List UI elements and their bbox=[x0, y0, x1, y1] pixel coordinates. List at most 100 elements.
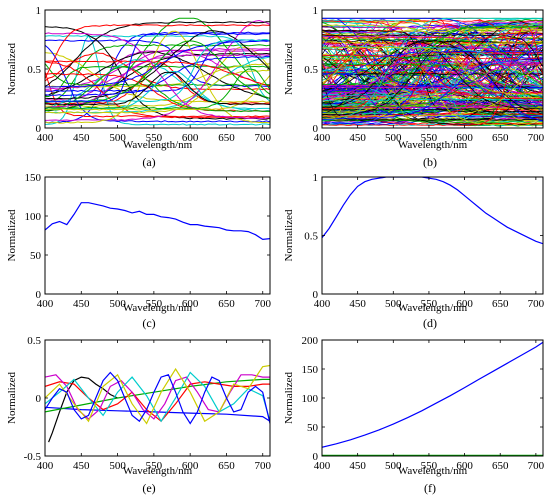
series-line bbox=[322, 44, 543, 88]
series-line bbox=[322, 60, 543, 87]
series-line bbox=[322, 17, 543, 107]
series-line bbox=[45, 46, 270, 108]
y-tick-label: 100 bbox=[25, 211, 42, 223]
series-line bbox=[322, 81, 543, 121]
series-line bbox=[322, 34, 543, 68]
x-tick-label: 500 bbox=[109, 460, 126, 472]
series-line bbox=[322, 32, 543, 126]
y-axis-label: Normalized bbox=[283, 43, 295, 95]
x-tick-label: 550 bbox=[146, 132, 163, 144]
series-line bbox=[322, 30, 543, 109]
panel-label: (c) bbox=[142, 316, 155, 330]
x-tick-label: 450 bbox=[349, 298, 366, 310]
y-tick-label: 0.5 bbox=[304, 64, 318, 76]
series-line bbox=[322, 38, 543, 83]
y-tick-label: -0.5 bbox=[24, 451, 42, 463]
series-line bbox=[45, 202, 270, 241]
plot-area bbox=[322, 17, 543, 127]
y-tick-label: 0 bbox=[313, 451, 319, 463]
series-line bbox=[322, 36, 543, 91]
series-line bbox=[322, 39, 543, 95]
x-tick-label: 450 bbox=[73, 298, 90, 310]
panel-label: (b) bbox=[423, 155, 437, 169]
series-line bbox=[45, 54, 270, 109]
chart-panel: 400 450 500 550 600 650 700 0 0.5 1 Wavelength/nm N… bbox=[283, 5, 545, 169]
series-line bbox=[322, 63, 543, 99]
series-line bbox=[322, 51, 543, 110]
x-tick-label: 600 bbox=[182, 460, 199, 472]
series-line bbox=[45, 26, 270, 120]
y-tick-label: 50 bbox=[307, 422, 319, 434]
plot-area bbox=[45, 364, 270, 443]
series-line bbox=[322, 177, 543, 245]
chart-panel: 400 450 500 550 600 650 700 0 50 100 150 200 Wavelen… bbox=[283, 335, 545, 495]
y-tick-label: 0 bbox=[313, 289, 319, 301]
x-tick-label: 400 bbox=[37, 460, 54, 472]
series-line bbox=[322, 43, 543, 101]
plot-area bbox=[322, 177, 543, 245]
x-tick-label: 400 bbox=[37, 298, 54, 310]
series-line bbox=[322, 50, 543, 99]
panel-label: (a) bbox=[142, 155, 155, 169]
x-tick-label: 700 bbox=[254, 460, 271, 472]
plot-area bbox=[322, 341, 543, 456]
series-line bbox=[322, 40, 543, 116]
x-tick-label: 700 bbox=[254, 132, 271, 144]
y-axis-label: Normalized bbox=[283, 209, 295, 261]
x-tick-label: 600 bbox=[456, 298, 473, 310]
series-line bbox=[45, 30, 270, 124]
x-tick-label: 700 bbox=[528, 132, 545, 144]
x-tick-label: 700 bbox=[528, 298, 545, 310]
series-line bbox=[322, 56, 543, 99]
series-line bbox=[45, 371, 270, 423]
series-line bbox=[45, 34, 270, 126]
y-tick-label: 0.5 bbox=[27, 64, 41, 76]
series-line bbox=[45, 371, 270, 425]
y-tick-label: 0 bbox=[36, 123, 42, 135]
axes-frame bbox=[44, 176, 271, 295]
x-axis-label: Wavelength/nm bbox=[398, 465, 468, 477]
panel-label: (d) bbox=[423, 316, 437, 330]
x-axis-label: Wavelength/nm bbox=[398, 302, 468, 314]
y-axis-label: Normalized bbox=[6, 43, 18, 95]
series-line bbox=[45, 21, 270, 87]
axes-frame bbox=[44, 339, 271, 457]
y-tick-label: 1 bbox=[313, 172, 319, 184]
x-tick-label: 650 bbox=[218, 132, 235, 144]
series-line bbox=[322, 46, 543, 95]
series-line bbox=[45, 30, 270, 100]
x-tick-label: 600 bbox=[182, 132, 199, 144]
x-tick-label: 450 bbox=[73, 132, 90, 144]
x-tick-label: 500 bbox=[109, 298, 126, 310]
series-line bbox=[322, 41, 543, 110]
axes-frame bbox=[321, 176, 544, 295]
series-line bbox=[322, 43, 543, 87]
series-line bbox=[45, 40, 270, 88]
x-tick-label: 500 bbox=[385, 132, 402, 144]
series-line bbox=[322, 43, 543, 106]
x-tick-label: 400 bbox=[314, 460, 331, 472]
panel-label: (e) bbox=[142, 481, 155, 495]
x-tick-label: 600 bbox=[182, 298, 199, 310]
series-line bbox=[322, 28, 543, 85]
series-line bbox=[45, 364, 270, 425]
series-line bbox=[322, 71, 543, 105]
y-axis-label: Normalized bbox=[283, 372, 295, 424]
y-tick-label: 100 bbox=[302, 393, 319, 405]
x-axis-label: Wavelength/nm bbox=[398, 139, 468, 151]
chart-panel: 400 450 500 550 600 650 700 0 50 100 150 Wavelength… bbox=[6, 172, 271, 330]
series-line bbox=[45, 52, 270, 103]
series-line bbox=[322, 66, 543, 103]
y-tick-label: 200 bbox=[302, 335, 319, 347]
series-line bbox=[45, 32, 270, 120]
series-line bbox=[45, 68, 270, 110]
series-line bbox=[45, 39, 270, 88]
series-line bbox=[45, 72, 270, 112]
series-line bbox=[45, 406, 270, 422]
series-line bbox=[45, 35, 270, 102]
panel-label: (f) bbox=[424, 481, 436, 495]
series-line bbox=[322, 30, 543, 109]
x-tick-label: 700 bbox=[528, 460, 545, 472]
x-tick-label: 550 bbox=[146, 460, 163, 472]
